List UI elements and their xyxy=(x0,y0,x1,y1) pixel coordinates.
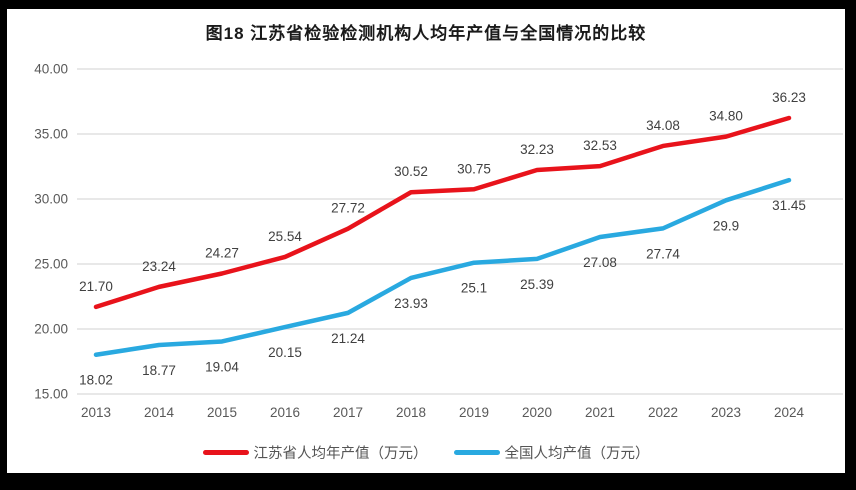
legend-item-jiangsu: 江苏省人均年产值（万元） xyxy=(202,442,428,463)
svg-text:18.77: 18.77 xyxy=(142,363,176,378)
svg-text:2015: 2015 xyxy=(207,405,237,420)
svg-text:2013: 2013 xyxy=(81,405,111,420)
svg-text:2022: 2022 xyxy=(648,405,678,420)
svg-text:36.23: 36.23 xyxy=(772,90,806,105)
svg-text:23.93: 23.93 xyxy=(394,296,428,311)
svg-text:23.24: 23.24 xyxy=(142,259,176,274)
svg-text:21.70: 21.70 xyxy=(79,279,113,294)
svg-text:30.75: 30.75 xyxy=(457,161,491,176)
svg-text:34.80: 34.80 xyxy=(709,109,743,124)
svg-text:32.53: 32.53 xyxy=(583,138,617,153)
svg-text:2023: 2023 xyxy=(711,405,741,420)
svg-text:2016: 2016 xyxy=(270,405,300,420)
svg-text:29.9: 29.9 xyxy=(713,218,739,233)
series-0 xyxy=(93,115,792,310)
chart-legend: 江苏省人均年产值（万元） 全国人均产值（万元） xyxy=(7,442,845,463)
svg-text:21.24: 21.24 xyxy=(331,331,365,346)
x-axis-tick-labels: 2013 2014 2015 2016 2017 2018 2019 2020 2021 2022… xyxy=(81,405,805,420)
svg-text:25.54: 25.54 xyxy=(268,229,302,244)
series-0-data-labels: 21.70 23.24 24.27 25.54 27.72 30.52 30.75 32.23… xyxy=(79,90,806,294)
svg-text:34.08: 34.08 xyxy=(646,118,680,133)
svg-text:2018: 2018 xyxy=(396,405,426,420)
series-1 xyxy=(93,177,792,357)
y-axis-tick-labels: 40.00 35.00 30.00 25.00 20.00 15.00 xyxy=(34,62,68,402)
svg-text:25.1: 25.1 xyxy=(461,281,487,296)
series-1-data-labels: 18.02 18.77 19.04 20.15 21.24 23.93 25.1 25.39 2… xyxy=(79,198,806,388)
legend-item-national: 全国人均产值（万元） xyxy=(453,442,650,463)
svg-text:2017: 2017 xyxy=(333,405,363,420)
svg-text:32.23: 32.23 xyxy=(520,142,554,157)
svg-text:19.04: 19.04 xyxy=(205,359,239,374)
svg-text:40.00: 40.00 xyxy=(34,62,68,77)
svg-text:15.00: 15.00 xyxy=(34,387,68,402)
svg-text:27.74: 27.74 xyxy=(646,246,680,261)
svg-text:24.27: 24.27 xyxy=(205,245,239,260)
svg-text:2014: 2014 xyxy=(144,405,175,420)
svg-text:31.45: 31.45 xyxy=(772,198,806,213)
jiangsu-series-swatch-icon xyxy=(202,450,249,455)
svg-text:27.72: 27.72 xyxy=(331,201,365,216)
svg-text:2019: 2019 xyxy=(459,405,489,420)
svg-text:25.39: 25.39 xyxy=(520,277,554,292)
svg-text:18.02: 18.02 xyxy=(79,373,113,388)
chart-title: 图18 江苏省检验检测机构人均年产值与全国情况的比较 xyxy=(205,24,647,43)
svg-text:2020: 2020 xyxy=(522,405,552,420)
svg-text:20.00: 20.00 xyxy=(34,322,68,337)
svg-text:25.00: 25.00 xyxy=(34,257,68,272)
svg-text:20.15: 20.15 xyxy=(268,345,302,360)
svg-text:27.08: 27.08 xyxy=(583,255,617,270)
legend-label-national: 全国人均产值（万元） xyxy=(504,446,650,462)
legend-label-jiangsu: 江苏省人均年产值（万元） xyxy=(253,446,428,462)
svg-text:30.00: 30.00 xyxy=(34,192,68,207)
chart-canvas: 图18 江苏省检验检测机构人均年产值与全国情况的比较 40.00 35.00 30.… xyxy=(7,9,845,473)
svg-text:2024: 2024 xyxy=(774,405,805,420)
national-series-swatch-icon xyxy=(453,450,500,455)
svg-text:30.52: 30.52 xyxy=(394,164,428,179)
svg-text:35.00: 35.00 xyxy=(34,127,68,142)
svg-text:2021: 2021 xyxy=(585,405,615,420)
